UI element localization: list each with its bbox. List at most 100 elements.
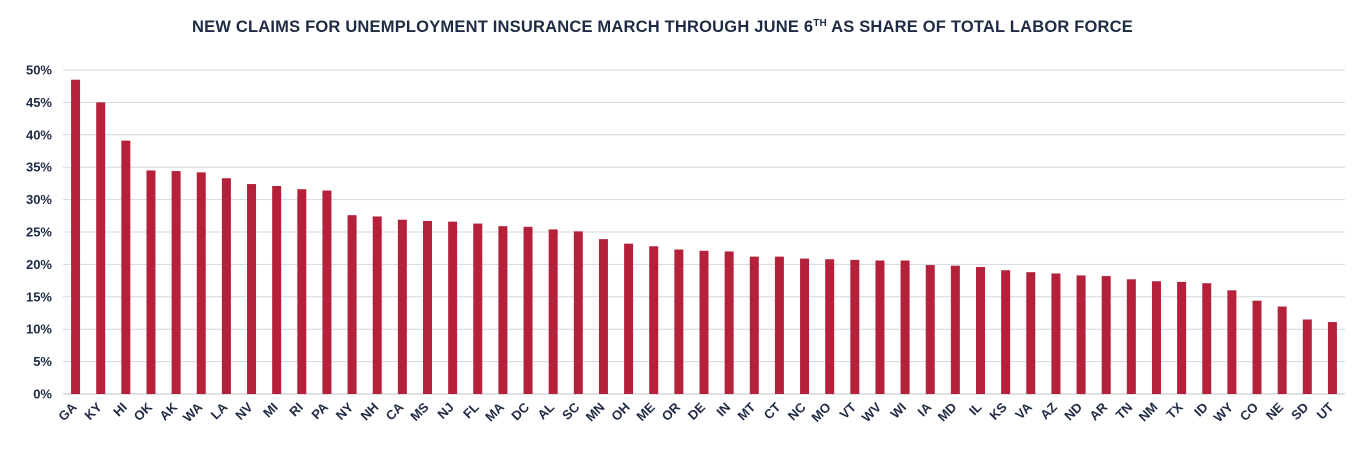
bar xyxy=(422,220,432,394)
bars xyxy=(71,79,1337,395)
bar xyxy=(1001,270,1011,394)
x-tick-label: WV xyxy=(859,399,885,425)
bar xyxy=(247,184,257,394)
bar xyxy=(649,246,659,394)
bar xyxy=(1327,322,1337,394)
x-tick-label: ME xyxy=(633,399,658,424)
bar xyxy=(950,265,960,394)
bar xyxy=(624,243,634,394)
x-tick-label: AR xyxy=(1086,399,1110,423)
x-tick-label: CT xyxy=(761,399,784,422)
bar xyxy=(1252,300,1262,394)
x-tick-label: WI xyxy=(887,400,909,422)
x-tick-label: MI xyxy=(260,400,281,421)
chart-title: NEW CLAIMS FOR UNEMPLOYMENT INSURANCE MA… xyxy=(0,18,1325,37)
x-tick-label: MD xyxy=(935,400,960,425)
chart-title-superscript: TH xyxy=(813,18,827,29)
x-tick-label: GA xyxy=(55,399,80,424)
bar xyxy=(1076,275,1086,394)
bar xyxy=(297,189,307,394)
x-tick-label: TN xyxy=(1113,400,1136,423)
x-tick-label: AL xyxy=(534,399,557,422)
x-tick-label: MN xyxy=(583,400,608,425)
y-tick-label: 10% xyxy=(26,322,52,337)
y-tick-label: 5% xyxy=(33,354,52,369)
bar xyxy=(196,172,206,394)
x-tick-label: NH xyxy=(357,400,381,424)
bar xyxy=(146,170,156,394)
x-tick-label: NJ xyxy=(434,400,456,422)
x-tick-label: KY xyxy=(81,399,105,423)
x-tick-label: UT xyxy=(1314,399,1337,422)
x-tick-label: MS xyxy=(407,399,432,424)
x-tick-label: ID xyxy=(1191,400,1211,420)
y-tick-label: 25% xyxy=(26,225,52,240)
x-tick-label: WY xyxy=(1211,399,1237,425)
bar xyxy=(850,259,860,394)
y-tick-label: 20% xyxy=(26,257,52,272)
x-tick-label: IN xyxy=(713,400,733,420)
bar xyxy=(1277,306,1287,394)
y-tick-label: 30% xyxy=(26,192,52,207)
bar xyxy=(800,258,810,394)
bar xyxy=(372,216,382,394)
bar xyxy=(774,256,784,394)
x-tick-label: WA xyxy=(180,399,206,425)
x-tick-label: ND xyxy=(1061,400,1085,424)
bar xyxy=(825,259,835,394)
x-tick-label: OK xyxy=(131,399,156,424)
x-tick-label: AK xyxy=(156,399,180,423)
x-tick-label: OR xyxy=(659,399,684,424)
bar xyxy=(171,171,181,394)
x-tick-label: NV xyxy=(232,399,256,423)
bar xyxy=(699,250,709,394)
bar xyxy=(96,102,106,395)
bar xyxy=(1126,279,1136,394)
x-tick-label: MO xyxy=(808,400,833,425)
x-tick-label: MT xyxy=(735,399,759,423)
y-tick-label: 35% xyxy=(26,160,52,175)
bar xyxy=(1202,283,1212,394)
bar xyxy=(523,226,533,394)
bar xyxy=(1151,281,1161,394)
x-tick-label: NY xyxy=(333,399,357,423)
x-tick-label: TX xyxy=(1163,399,1186,422)
bar xyxy=(1177,281,1187,394)
bar xyxy=(749,256,759,394)
bar xyxy=(347,215,357,394)
x-tick-label: IL xyxy=(966,399,985,418)
y-tick-label: 15% xyxy=(26,289,52,304)
x-tick-label: LA xyxy=(208,399,231,422)
x-tick-label: SD xyxy=(1288,400,1311,423)
x-tick-label: CA xyxy=(383,399,407,423)
bar xyxy=(121,140,131,394)
bar xyxy=(724,251,734,394)
bar xyxy=(674,249,684,394)
x-tick-label: NC xyxy=(785,399,809,423)
bar xyxy=(1227,290,1237,394)
x-tick-label: PA xyxy=(308,399,331,422)
bar xyxy=(548,229,558,394)
x-tick-label: DC xyxy=(508,399,532,423)
bar xyxy=(900,260,910,394)
x-tick-label: NM xyxy=(1136,400,1161,425)
y-tick-label: 0% xyxy=(33,387,52,402)
chart-title-main: NEW CLAIMS FOR UNEMPLOYMENT INSURANCE MA… xyxy=(192,18,814,36)
y-tick-label: 50% xyxy=(26,63,52,78)
bar xyxy=(1026,272,1036,394)
x-tick-label: NE xyxy=(1263,399,1287,423)
bar xyxy=(976,266,986,394)
y-tick-label: 45% xyxy=(26,95,52,110)
x-tick-label: IA xyxy=(915,399,935,419)
x-tick-label: DE xyxy=(685,399,709,423)
x-tick-labels: GA KY HI OK AK WA LA NV MI RI PA NY NH CA MS NJ FL MA DC AL… xyxy=(55,399,1336,425)
bar xyxy=(473,223,483,394)
bar xyxy=(875,260,885,394)
x-tick-label: AZ xyxy=(1037,399,1060,422)
bar xyxy=(1101,276,1111,394)
y-tick-labels: 0% 5% 10% 15% 20% 25% 30% 35% 40% 45% 50% xyxy=(26,63,52,402)
x-tick-label: CO xyxy=(1237,400,1261,424)
bar xyxy=(322,190,332,394)
bar xyxy=(397,219,407,394)
